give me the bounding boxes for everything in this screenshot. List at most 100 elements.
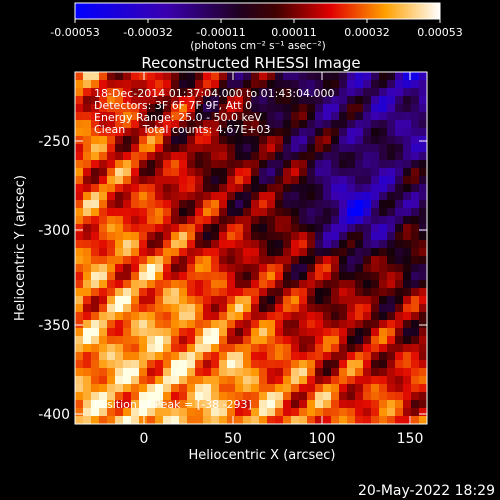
image-pixel — [339, 240, 348, 249]
image-pixel — [347, 336, 356, 345]
image-pixel — [323, 136, 332, 145]
image-pixel — [403, 416, 412, 424]
image-pixel — [83, 224, 92, 233]
image-pixel — [123, 72, 132, 81]
image-pixel — [171, 224, 180, 233]
image-pixel — [395, 224, 404, 233]
image-pixel — [347, 88, 356, 97]
image-pixel — [291, 264, 300, 273]
image-pixel — [163, 232, 172, 241]
image-pixel — [243, 104, 252, 113]
image-pixel — [283, 400, 292, 409]
image-pixel — [387, 176, 396, 185]
image-pixel — [355, 136, 364, 145]
image-pixel — [315, 296, 324, 305]
image-pixel — [355, 384, 364, 393]
image-pixel — [379, 152, 388, 161]
image-pixel — [363, 120, 372, 129]
image-pixel — [299, 360, 308, 369]
image-pixel — [387, 328, 396, 337]
image-pixel — [163, 136, 172, 145]
image-pixel — [315, 256, 324, 265]
image-pixel — [147, 160, 156, 169]
image-pixel — [331, 216, 340, 225]
image-pixel — [227, 368, 236, 377]
image-pixel — [75, 248, 84, 257]
image-pixel — [315, 208, 324, 217]
image-pixel — [323, 280, 332, 289]
image-pixel — [323, 72, 332, 81]
image-pixel — [283, 168, 292, 177]
image-pixel — [115, 240, 124, 249]
image-pixel — [75, 296, 84, 305]
image-pixel — [147, 256, 156, 265]
image-pixel — [123, 344, 132, 353]
image-pixel — [355, 328, 364, 337]
image-pixel — [267, 280, 276, 289]
image-pixel — [243, 384, 252, 393]
image-pixel — [387, 280, 396, 289]
image-pixel — [259, 248, 268, 257]
image-pixel — [323, 192, 332, 201]
image-pixel — [291, 104, 300, 113]
image-pixel — [211, 160, 220, 169]
image-pixel — [331, 384, 340, 393]
image-pixel — [363, 336, 372, 345]
image-pixel — [355, 376, 364, 385]
image-pixel — [283, 128, 292, 137]
image-pixel — [75, 184, 84, 193]
image-pixel — [147, 376, 156, 385]
image-pixel — [363, 272, 372, 281]
image-pixel — [315, 376, 324, 385]
image-pixel — [139, 272, 148, 281]
image-pixel — [243, 272, 252, 281]
image-pixel — [267, 248, 276, 257]
image-pixel — [307, 336, 316, 345]
image-pixel — [275, 216, 284, 225]
image-pixel — [227, 320, 236, 329]
image-pixel — [83, 392, 92, 401]
image-pixel — [155, 264, 164, 273]
image-pixel — [275, 168, 284, 177]
image-pixel — [131, 280, 140, 289]
image-pixel — [147, 224, 156, 233]
image-pixel — [411, 72, 420, 81]
image-pixel — [187, 168, 196, 177]
image-pixel — [187, 152, 196, 161]
image-pixel — [115, 344, 124, 353]
image-pixel — [99, 152, 108, 161]
image-pixel — [139, 72, 148, 81]
image-pixel — [275, 80, 284, 89]
image-pixel — [323, 360, 332, 369]
image-pixel — [83, 152, 92, 161]
image-pixel — [83, 336, 92, 345]
image-pixel — [275, 72, 284, 81]
image-pixel — [235, 152, 244, 161]
image-pixel — [363, 136, 372, 145]
image-pixel — [123, 320, 132, 329]
image-pixel — [259, 416, 268, 424]
image-pixel — [267, 344, 276, 353]
image-pixel — [163, 392, 172, 401]
image-pixel — [323, 152, 332, 161]
image-pixel — [379, 320, 388, 329]
image-pixel — [179, 360, 188, 369]
image-pixel — [411, 168, 420, 177]
image-pixel — [99, 352, 108, 361]
image-pixel — [75, 392, 84, 401]
image-pixel — [339, 296, 348, 305]
image-pixel — [339, 408, 348, 417]
image-pixel — [123, 264, 132, 273]
image-pixel — [371, 400, 380, 409]
image-pixel — [275, 320, 284, 329]
image-pixel — [83, 176, 92, 185]
image-pixel — [155, 352, 164, 361]
image-pixel — [131, 272, 140, 281]
image-pixel — [171, 312, 180, 321]
image-pixel — [307, 256, 316, 265]
image-pixel — [355, 88, 364, 97]
colorbar: -0.00053 -0.00032 -0.00011 0.00011 0.000… — [50, 2, 463, 52]
image-pixel — [379, 296, 388, 305]
image-pixel — [139, 392, 148, 401]
image-pixel — [203, 240, 212, 249]
